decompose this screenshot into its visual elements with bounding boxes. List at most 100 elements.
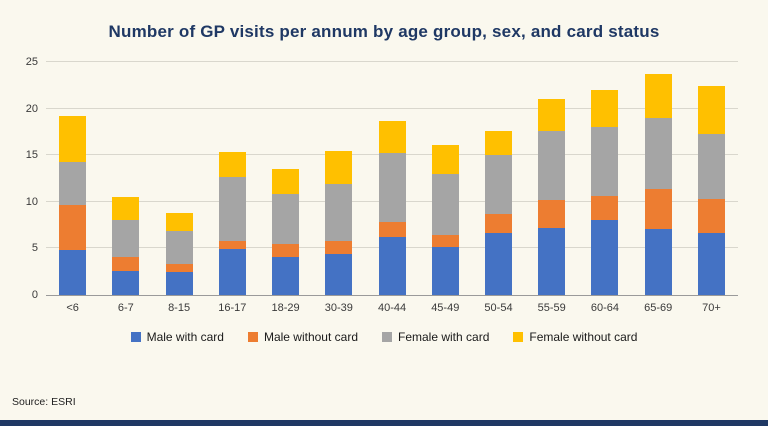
x-axis-label: <6 (66, 302, 79, 314)
stacked-bar (165, 62, 193, 295)
stacked-bar (697, 62, 725, 295)
x-axis-label: 40-44 (377, 302, 407, 314)
stacked-bar (591, 62, 619, 295)
x-axis: <6 6-7 8-15 16-17 18-29 30-39 40-44 45-49 50-54 5… (46, 302, 738, 314)
y-tick-label: 25 (25, 56, 38, 68)
x-axis-label: 55-59 (537, 302, 566, 314)
bar-segment (591, 196, 619, 220)
x-axis-label: 16-17 (218, 302, 247, 314)
x-axis-label: 8-15 (168, 302, 191, 314)
bar-segment (644, 74, 672, 118)
bar-segment (112, 256, 140, 271)
x-axis-label: 60-64 (590, 302, 620, 314)
bar-segment (431, 144, 459, 174)
x-axis-label: 30-39 (324, 302, 353, 314)
x-axis-label: 65-69 (644, 302, 673, 314)
bar-column (99, 62, 152, 295)
bar-column (46, 62, 99, 295)
stacked-bar (59, 62, 87, 295)
x-axis-label: 18-29 (271, 302, 300, 314)
bar-column (259, 62, 312, 295)
bar-segment (484, 155, 512, 214)
bar-segment (378, 153, 406, 223)
legend-item: Male with card (130, 330, 224, 344)
stacked-bar (431, 62, 459, 295)
bar-segment (272, 256, 300, 295)
bar-segment (165, 264, 193, 272)
legend-swatch (247, 332, 258, 342)
legend-swatch (513, 332, 524, 342)
bar-segment (431, 235, 459, 248)
bar-segment (697, 86, 725, 134)
y-tick-label: 0 (31, 289, 38, 301)
bar-segment (538, 199, 566, 228)
bar-column (685, 62, 738, 295)
bar-segment (325, 184, 353, 241)
bar-segment (378, 120, 406, 154)
legend-label: Male without card (263, 330, 358, 344)
bar-segment (112, 197, 140, 221)
bar-column (152, 62, 205, 295)
bar-segment (591, 90, 619, 128)
bar-segment (484, 232, 512, 295)
legend: Male with card Male without card Female wi… (0, 330, 768, 344)
bar-column (206, 62, 259, 295)
bar-column (365, 62, 418, 295)
y-tick-label: 5 (31, 242, 38, 255)
bar-segment (218, 152, 246, 177)
x-axis-label: 70+ (702, 302, 721, 314)
bar-segment (218, 249, 246, 295)
bar-segment (325, 254, 353, 295)
stacked-bar (378, 62, 406, 295)
bar-segment (538, 99, 566, 131)
bar-segment (325, 240, 353, 254)
bar-segment (59, 204, 87, 251)
stacked-bar (112, 62, 140, 295)
stacked-bar (325, 62, 353, 295)
y-tick-label: 15 (25, 149, 38, 162)
y-tick-label: 10 (25, 195, 38, 208)
stacked-bar (644, 62, 672, 295)
bar-segment (325, 150, 353, 185)
gridline (46, 61, 738, 62)
x-axis-label: 50-54 (484, 302, 513, 314)
bar-segment (591, 127, 619, 197)
bottom-accent-bar (0, 420, 768, 426)
bar-segment (165, 230, 193, 265)
bar-segment (484, 131, 512, 156)
legend-label: Female without card (529, 330, 638, 344)
bar-segment (59, 116, 87, 162)
x-axis-label: 6-7 (117, 302, 134, 314)
stacked-bar (484, 62, 512, 295)
bar-segment (218, 176, 246, 241)
y-axis: 0 5 10 15 20 25 (10, 56, 46, 301)
legend-swatch (382, 332, 392, 342)
chart-title: Number of GP visits per annum by age gro… (108, 22, 660, 41)
bar-column (419, 62, 472, 295)
bar-segment (112, 220, 140, 257)
bar-segment (431, 173, 459, 236)
legend-label: Female with card (398, 330, 490, 344)
source-note: Source: ESRI (12, 396, 76, 408)
stacked-bar (538, 62, 566, 295)
bar-segment (59, 250, 87, 295)
gridline (46, 107, 738, 109)
bar-columns (46, 62, 738, 295)
legend-label: Male with card (146, 330, 224, 344)
bar-segment (378, 237, 406, 295)
bar-segment (112, 270, 140, 295)
bar-segment (272, 243, 300, 257)
bar-segment (538, 131, 566, 200)
bar-column (632, 62, 685, 295)
bar-column (525, 62, 578, 295)
bar-segment (484, 213, 512, 233)
bar-segment (591, 219, 619, 295)
bar-column (472, 62, 525, 295)
stacked-bar (218, 62, 246, 295)
bar-segment (697, 199, 725, 233)
legend-item: Female without card (513, 330, 637, 344)
bar-segment (644, 117, 672, 189)
legend-item: Female with card (382, 330, 489, 344)
plot-column: <6 6-7 8-15 16-17 18-29 30-39 40-44 45-49 50-54 5… (46, 61, 738, 314)
bar-segment (272, 194, 300, 244)
